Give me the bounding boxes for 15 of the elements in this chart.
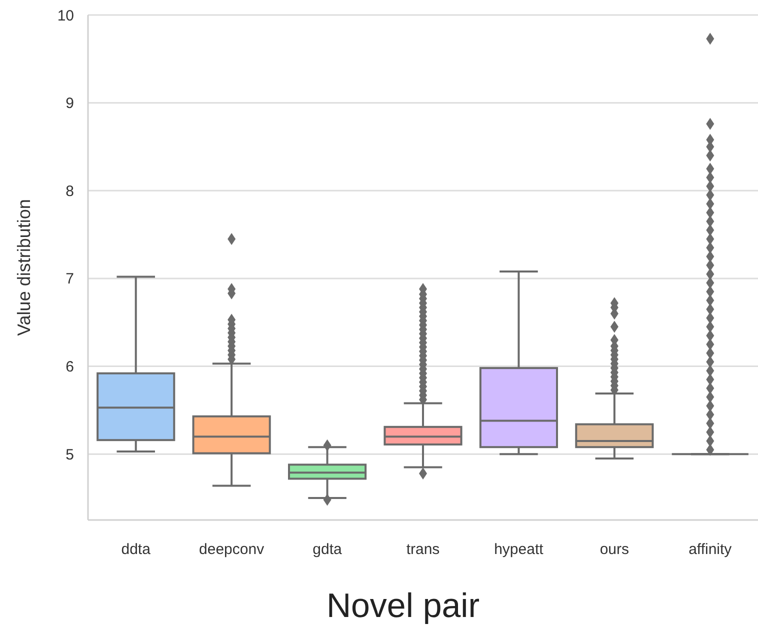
y-tick-label: 6 <box>66 358 74 376</box>
x-tick-label: ddta <box>121 541 152 558</box>
x-tick-label: affinity <box>688 541 732 558</box>
x-axis-title: Novel pair <box>326 587 480 625</box>
y-axis-title: Value distribution <box>14 199 34 336</box>
x-tick-label: ours <box>600 541 630 558</box>
x-tick-label: trans <box>406 541 440 558</box>
y-tick-label: 8 <box>66 182 74 200</box>
x-tick-label: hypeatt <box>494 541 544 558</box>
x-tick-label: gdta <box>312 541 343 558</box>
y-tick-label: 10 <box>57 7 74 24</box>
y-tick-label: 9 <box>66 95 74 112</box>
y-tick-label: 7 <box>66 270 74 288</box>
x-tick-label: deepconv <box>199 541 265 558</box>
y-tick-label: 5 <box>66 446 74 464</box>
